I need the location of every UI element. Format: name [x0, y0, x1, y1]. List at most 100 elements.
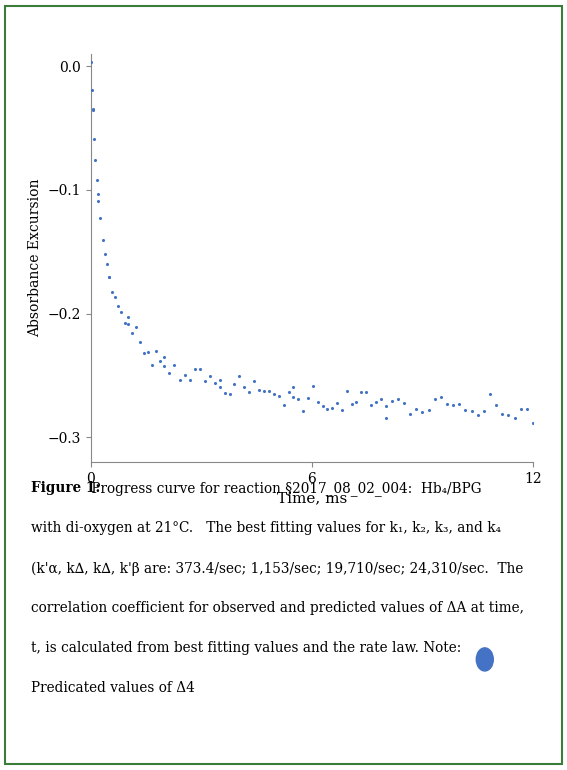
Point	[117, 306, 126, 319]
Point	[103, 258, 112, 270]
Point	[92, 173, 101, 186]
Point	[147, 358, 156, 370]
Point	[381, 400, 390, 413]
Point	[269, 388, 278, 400]
Point	[88, 102, 97, 115]
Point	[399, 397, 408, 410]
Point	[120, 317, 129, 330]
Point	[160, 360, 169, 372]
Point	[200, 374, 209, 387]
Point	[139, 346, 149, 359]
Point	[210, 377, 219, 389]
Point	[244, 386, 253, 398]
Point	[165, 367, 174, 379]
Point	[430, 393, 439, 405]
Point	[357, 387, 366, 399]
Point	[86, 56, 95, 69]
Point	[111, 290, 120, 303]
Point	[381, 412, 390, 424]
Point	[220, 387, 229, 399]
Text: (k'α, k∆, k∆, k'β are: 373.4/sec; 1,153/sec; 19,710/sec; 24,310/sec.  The: (k'α, k∆, k∆, k'β are: 373.4/sec; 1,153/…	[31, 561, 523, 576]
Point	[143, 346, 153, 358]
Point	[467, 404, 476, 417]
Y-axis label: Absorbance Excursion: Absorbance Excursion	[28, 179, 42, 337]
Point	[371, 396, 380, 408]
Text: t, is calculated from best fitting values and the rate law. Note:: t, is calculated from best fitting value…	[31, 641, 462, 655]
Point	[479, 405, 488, 417]
Point	[131, 320, 140, 333]
Point	[376, 393, 385, 405]
Point	[318, 400, 327, 412]
Point	[127, 326, 136, 339]
Point	[294, 393, 303, 406]
Point	[455, 398, 464, 410]
Point	[170, 359, 179, 371]
Text: Figure 1:: Figure 1:	[31, 481, 100, 495]
Point	[100, 247, 109, 259]
Point	[87, 84, 96, 96]
Point	[88, 103, 97, 116]
Point	[160, 350, 169, 363]
Point	[180, 369, 189, 381]
Point	[323, 403, 332, 415]
Text: correlation coefficient for observed and predicted values of ΔA at time,: correlation coefficient for observed and…	[31, 601, 524, 615]
Point	[498, 408, 507, 420]
Point	[299, 405, 308, 417]
Point	[284, 385, 293, 397]
Point	[362, 386, 371, 398]
Point	[332, 397, 341, 409]
Point	[190, 363, 199, 375]
Point	[492, 399, 501, 411]
Point	[98, 233, 107, 246]
Point	[279, 399, 288, 411]
Point	[156, 355, 165, 367]
Text: with di-oxygen at 21°C.   The best fitting values for k₁, k₂, k₃, and k₄: with di-oxygen at 21°C. The best fitting…	[31, 521, 501, 535]
Point	[412, 403, 421, 415]
Point	[249, 374, 259, 387]
Point	[448, 399, 458, 411]
Point	[225, 388, 234, 400]
Point	[528, 417, 538, 430]
Point	[436, 391, 445, 403]
Point	[185, 373, 194, 386]
Point	[91, 154, 100, 166]
Point	[308, 380, 318, 392]
Point	[418, 406, 427, 418]
Text: Progress curve for reaction §2017_08_02_004:  Hb₄/BPG: Progress curve for reaction §2017_08_02_…	[87, 481, 481, 496]
Point	[313, 396, 322, 408]
Point	[215, 380, 224, 393]
Text: Predicated values of Δ4: Predicated values of Δ4	[31, 681, 195, 695]
Point	[289, 390, 298, 403]
Point	[274, 390, 283, 403]
Point	[393, 393, 403, 405]
Point	[94, 195, 103, 207]
Point	[123, 318, 132, 330]
Point	[405, 407, 414, 420]
Point	[522, 403, 531, 416]
Point	[195, 363, 204, 375]
Point	[342, 384, 352, 397]
Point	[90, 132, 99, 145]
Point	[485, 388, 494, 400]
Point	[175, 374, 184, 387]
Point	[259, 385, 268, 397]
X-axis label: Time, ms: Time, ms	[277, 491, 347, 505]
Point	[337, 404, 346, 417]
Point	[104, 270, 113, 283]
Point	[461, 403, 470, 416]
Point	[205, 370, 214, 383]
Point	[235, 370, 244, 383]
Point	[289, 381, 298, 393]
Point	[347, 398, 356, 410]
Point	[424, 404, 433, 417]
Point	[387, 394, 396, 407]
Point	[510, 412, 519, 424]
Point	[504, 409, 513, 421]
Point	[215, 374, 224, 387]
Point	[255, 383, 264, 396]
Point	[114, 300, 123, 312]
Point	[442, 398, 451, 410]
Point	[366, 400, 375, 412]
Point	[94, 189, 103, 201]
Point	[123, 310, 132, 323]
